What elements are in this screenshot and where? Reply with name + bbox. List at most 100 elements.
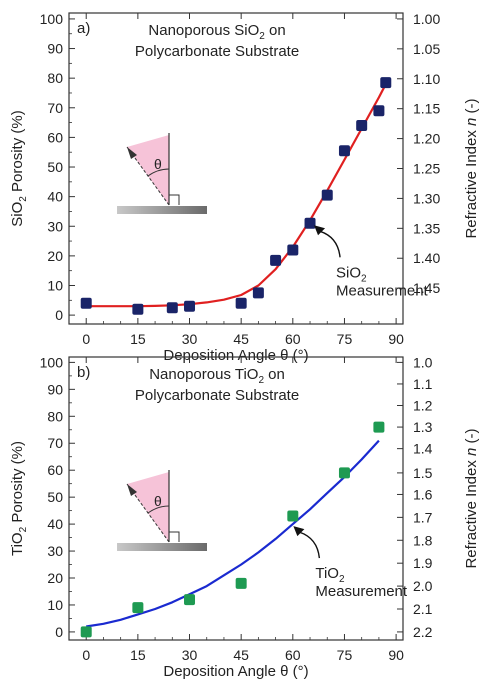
y-tick-label: 60 xyxy=(47,462,63,478)
chart-panel-a: 0 15 30 45 60 75 90 0 10 20 30 40 50 60 70 80 90 100 1.00 1… xyxy=(9,11,480,364)
y-tick-label: 70 xyxy=(47,435,63,451)
chart-subtitle: Polycarbonate Substrate xyxy=(135,43,299,60)
annotation-label: TiO2 xyxy=(315,565,345,585)
annotation-arrow xyxy=(299,532,319,558)
panel-label: a) xyxy=(77,20,90,37)
right-angle-icon xyxy=(169,532,179,542)
y-tick-label: 50 xyxy=(47,159,63,175)
annotation-arrowhead xyxy=(293,526,304,536)
y2-axis-label: Refractive Index n (-) xyxy=(463,428,480,568)
data-point xyxy=(236,578,247,589)
data-point xyxy=(373,105,384,116)
x-axis-label: Deposition Angle θ (°) xyxy=(163,347,308,364)
y-tick-label: 0 xyxy=(55,307,63,323)
y-tick-label: 20 xyxy=(47,570,63,586)
x-tick-label: 90 xyxy=(388,647,404,663)
data-point xyxy=(132,304,143,315)
y2-tick-label: 1.5 xyxy=(413,465,433,481)
y2-tick-label: 1.9 xyxy=(413,555,433,571)
x-tick-label: 75 xyxy=(337,647,353,663)
y2-tick-label: 1.25 xyxy=(413,161,440,177)
y2-tick-label: 1.1 xyxy=(413,376,433,392)
y-tick-label: 70 xyxy=(47,100,63,116)
x-tick-label: 75 xyxy=(337,331,353,347)
x-tick-label: 0 xyxy=(82,647,90,663)
y-tick-label: 100 xyxy=(40,11,64,27)
substrate-bar xyxy=(117,543,207,551)
y2-tick-label: 1.2 xyxy=(413,398,433,414)
data-point xyxy=(287,511,298,522)
x-axis-label: Deposition Angle θ (°) xyxy=(163,663,308,680)
data-point xyxy=(305,218,316,229)
deposition-angle-schematic: θ xyxy=(117,470,207,551)
chart-title: Nanoporous TiO2 on xyxy=(149,366,285,386)
y2-tick-label: 1.4 xyxy=(413,441,433,457)
x-tick-label: 0 xyxy=(82,331,90,347)
theta-symbol: θ xyxy=(154,493,162,509)
data-point xyxy=(81,626,92,637)
annotation-arrow xyxy=(320,231,340,257)
y2-tick-label: 1.40 xyxy=(413,250,440,266)
annotation-label: SiO2 xyxy=(336,264,367,284)
y2-tick-label: 2.1 xyxy=(413,601,433,617)
data-point xyxy=(167,302,178,313)
panel-label: b) xyxy=(77,364,90,381)
y2-axis-label: Refractive Index n (-) xyxy=(463,98,480,238)
data-point xyxy=(339,145,350,156)
chart-panel-b: 0 15 30 45 60 75 90 0 10 20 30 40 50 60 70 80 90 100 1.0 1.… xyxy=(9,354,480,680)
data-point xyxy=(81,298,92,309)
y2-tick-label: 1.0 xyxy=(413,354,433,370)
annotation-arrowhead xyxy=(314,225,325,235)
y2-tick-label: 2.2 xyxy=(413,624,433,640)
data-point xyxy=(184,594,195,605)
data-point xyxy=(356,120,367,131)
y-tick-label: 90 xyxy=(47,381,63,397)
x-tick-label: 30 xyxy=(182,331,198,347)
x-tick-label: 30 xyxy=(182,647,198,663)
y-tick-label: 50 xyxy=(47,489,63,505)
chart-subtitle: Polycarbonate Substrate xyxy=(135,387,299,404)
y2-tick-label: 2.0 xyxy=(413,578,433,594)
chart-title: Nanoporous SiO2 on xyxy=(148,22,285,42)
y2-tick-label: 1.3 xyxy=(413,419,433,435)
y2-tick-label: 1.20 xyxy=(413,131,440,147)
y2-tick-label: 1.7 xyxy=(413,509,433,525)
y2-tick-label: 1.35 xyxy=(413,220,440,236)
y-tick-label: 40 xyxy=(47,516,63,532)
data-point xyxy=(380,77,391,88)
y2-tick-label: 1.6 xyxy=(413,486,433,502)
measurement-annotation: SiO2Measurement xyxy=(314,225,429,299)
substrate-bar xyxy=(117,206,207,214)
data-point xyxy=(339,467,350,478)
y2-tick-label: 1.10 xyxy=(413,71,440,87)
y-tick-label: 80 xyxy=(47,408,63,424)
y2-tick-label: 1.15 xyxy=(413,101,440,117)
theta-symbol: θ xyxy=(154,156,162,172)
y-tick-label: 10 xyxy=(47,597,63,613)
y2-tick-label: 1.8 xyxy=(413,532,433,548)
data-point xyxy=(270,255,281,266)
y-axis-label: SiO2 Porosity (%) xyxy=(9,110,29,226)
data-point xyxy=(322,190,333,201)
y-tick-label: 20 xyxy=(47,248,63,264)
x-tick-label: 45 xyxy=(233,331,249,347)
y-tick-label: 10 xyxy=(47,277,63,293)
y-tick-label: 30 xyxy=(47,218,63,234)
x-tick-label: 15 xyxy=(130,331,146,347)
y-tick-label: 100 xyxy=(40,354,64,370)
data-point xyxy=(373,422,384,433)
y-tick-label: 40 xyxy=(47,189,63,205)
data-point xyxy=(236,298,247,309)
x-tick-label: 15 xyxy=(130,647,146,663)
y2-tick-label: 1.05 xyxy=(413,41,440,57)
y2-tick-label: 1.30 xyxy=(413,190,440,206)
data-point xyxy=(184,301,195,312)
annotation-label-2: Measurement xyxy=(315,583,408,600)
y-tick-label: 80 xyxy=(47,70,63,86)
y-tick-label: 60 xyxy=(47,129,63,145)
x-tick-label: 45 xyxy=(233,647,249,663)
y-axis-label: TiO2 Porosity (%) xyxy=(9,441,29,556)
y2-tick-label: 1.00 xyxy=(413,11,440,27)
data-point xyxy=(132,602,143,613)
